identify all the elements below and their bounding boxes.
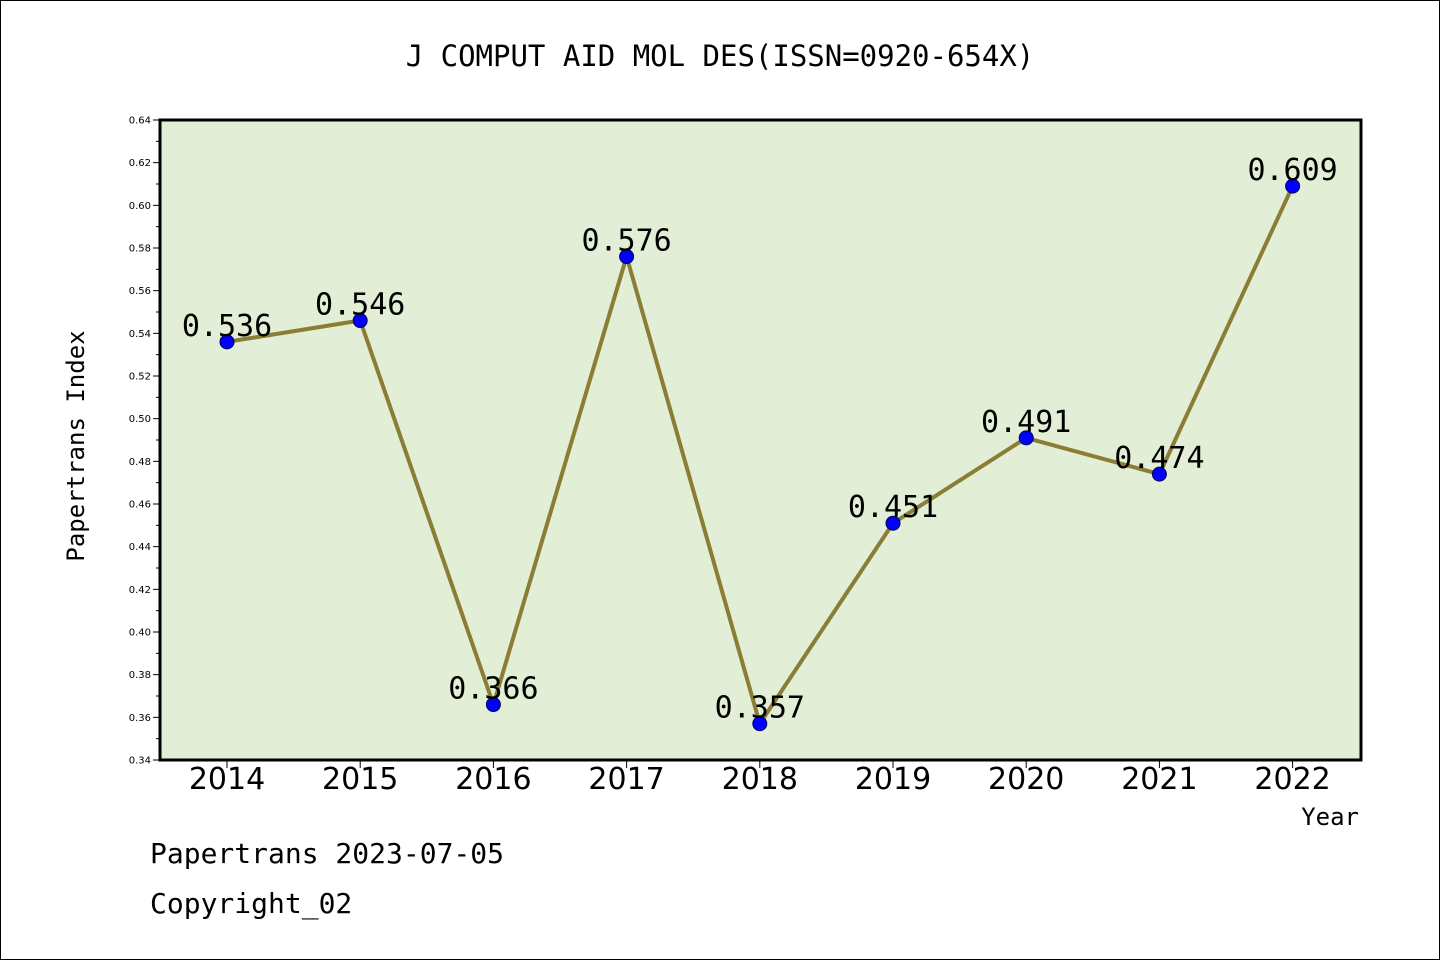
data-label: 0.536 [182,309,272,344]
x-tick-label: 2020 [988,762,1064,797]
y-tick-label: 0.56 [129,286,151,297]
data-point-marker [485,697,501,713]
data-point-marker [752,716,768,732]
data-label: 0.609 [1247,153,1337,188]
x-tick-label: 2019 [855,762,931,797]
footer-copyright: Copyright_02 [150,887,352,921]
y-tick-label: 0.36 [129,713,151,724]
plot-area [160,120,1361,760]
plot-border [158,118,1363,762]
y-tick-label: 0.64 [129,116,151,127]
data-point-marker [1285,178,1301,194]
y-tick-label: 0.48 [129,457,151,468]
y-tick-label: 0.40 [129,628,151,639]
x-tick-label: 2018 [722,762,798,797]
y-tick-label: 0.62 [129,158,151,169]
y-axis-ticks: 0.34 0.36 0.38 0.40 0.42 0.44 0.46 0.48 0.50 0.52… [129,116,160,767]
data-point-marker [352,313,368,329]
data-point-marker [619,249,635,265]
x-tick-label: 2014 [189,762,265,797]
chart-title: J COMPUT AID MOL DES(ISSN=0920-654X) [406,39,1035,73]
y-tick-label: 0.58 [129,244,151,255]
data-label: 0.357 [715,691,805,726]
x-axis-ticks: 2014 2015 2016 2017 2018 2019 2020 2021 2022 [189,760,1331,797]
y-tick-label: 0.50 [129,414,151,425]
y-tick-label: 0.46 [129,500,151,511]
y-tick-label: 0.42 [129,585,151,596]
x-tick-label: 2017 [588,762,664,797]
x-tick-label: 2022 [1254,762,1330,797]
x-tick-label: 2016 [455,762,531,797]
data-label: 0.491 [981,405,1071,440]
data-label: 0.474 [1114,441,1204,476]
data-point-marker [1018,430,1034,446]
data-label: 0.546 [315,288,405,323]
y-tick-label: 0.60 [129,201,151,212]
series-layer: 0.536 0.546 0.366 0.576 0.357 0.451 0.491 0.474… [182,153,1338,732]
x-tick-label: 2015 [322,762,398,797]
data-point-marker [885,515,901,531]
data-label: 0.451 [848,490,938,525]
y-tick-label: 0.54 [129,329,151,340]
y-tick-label: 0.38 [129,670,151,681]
y-axis-label: Papertrans Index [62,330,90,561]
y-tick-label: 0.44 [129,542,151,553]
data-label: 0.366 [448,672,538,707]
y-tick-label: 0.52 [129,372,151,383]
data-point-marker [1151,466,1167,482]
x-tick-label: 2021 [1121,762,1197,797]
y-tick-label: 0.34 [129,756,151,767]
data-point-marker [219,334,235,350]
x-axis-label: Year [1301,803,1359,831]
data-label: 0.576 [581,224,671,259]
footer-date: Papertrans 2023-07-05 [150,837,504,870]
